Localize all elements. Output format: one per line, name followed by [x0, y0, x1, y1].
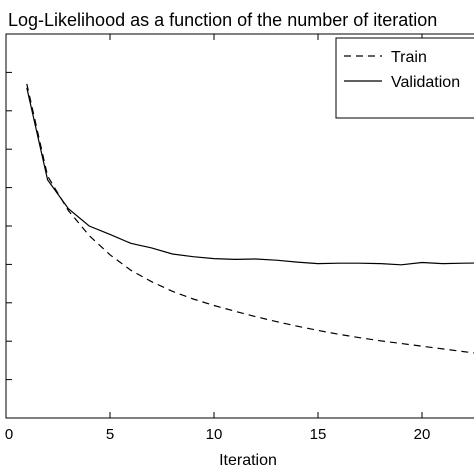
- x-tick-label: 0: [5, 426, 13, 443]
- x-axis-label: Iteration: [219, 452, 277, 469]
- y-ticks: [6, 71, 12, 381]
- x-tick-label: 5: [106, 426, 114, 443]
- x-tick-label: 15: [310, 426, 327, 443]
- legend-label-train: Train: [391, 49, 427, 66]
- legend-label-validation: Validation: [391, 74, 460, 91]
- series-line-train: [26, 83, 474, 354]
- x-tick-label: 20: [414, 426, 431, 443]
- legend-box: [335, 37, 474, 119]
- legend: Train Validation: [335, 37, 474, 119]
- chart-title: Log-Likelihood as a function of the numb…: [8, 10, 437, 30]
- x-ticks: 0 5 10 15 20: [5, 34, 431, 443]
- series-layer: [26, 83, 474, 354]
- series-line-validation: [26, 87, 474, 266]
- x-tick-label: 10: [206, 426, 223, 443]
